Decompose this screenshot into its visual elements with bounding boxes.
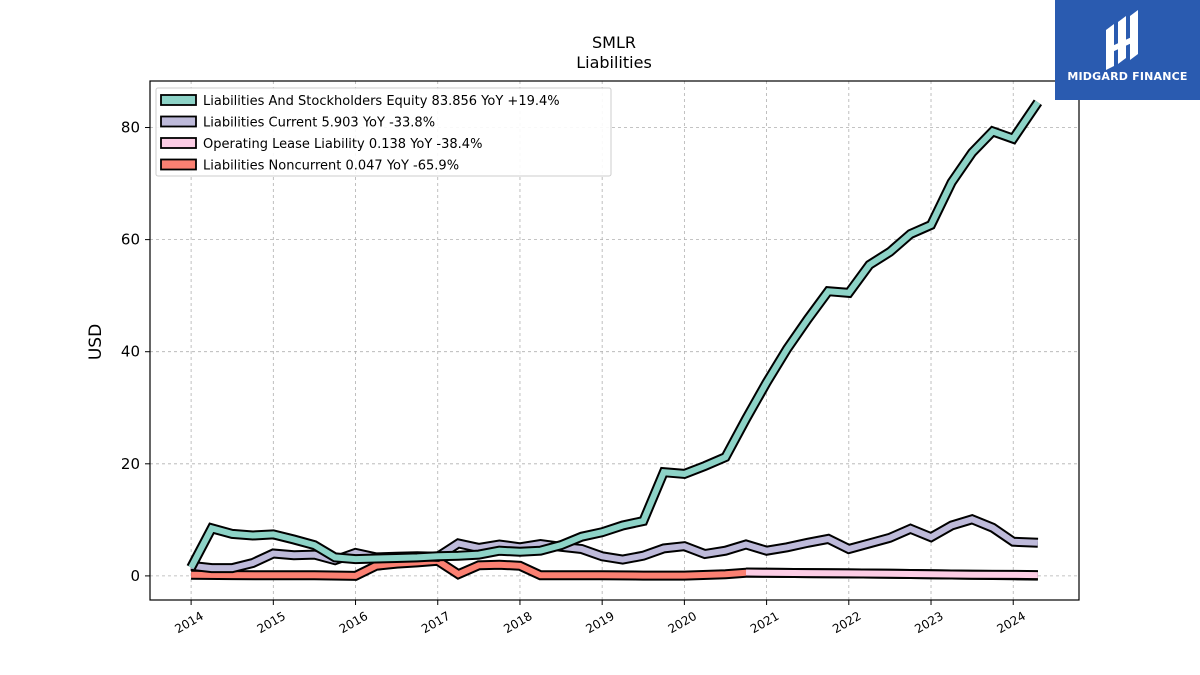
x-tick-label: 2021	[748, 609, 781, 636]
chart-subtitle: Liabilities	[576, 53, 652, 72]
legend-label: Operating Lease Liability 0.138 YoY -38.…	[203, 137, 482, 152]
legend: Liabilities And Stockholders Equity 83.8…	[155, 87, 612, 177]
legend-swatch	[160, 137, 197, 149]
logo-text: MIDGARD FINANCE	[1067, 70, 1188, 83]
y-tick-label: 0	[130, 567, 140, 585]
x-tick-label: 2022	[830, 609, 863, 636]
midgard-logo-icon	[1106, 10, 1138, 70]
series-liabilities-and-stockholders-equity	[186, 99, 1043, 570]
x-tick-label: 2018	[501, 609, 534, 636]
legend-swatch	[160, 115, 197, 128]
legend-swatch	[160, 94, 197, 106]
series-line	[188, 100, 1041, 569]
x-tick-label: 2016	[337, 609, 370, 636]
legend-label: Liabilities Current 5.903 YoY -33.8%	[203, 116, 435, 131]
y-tick-label: 20	[121, 455, 140, 473]
x-tick-label: 2023	[912, 609, 945, 636]
x-tick-label: 2014	[172, 609, 205, 636]
series-operating-lease-liability	[745, 567, 1038, 581]
y-tick-label: 80	[121, 119, 140, 137]
y-tick-label: 60	[121, 231, 140, 249]
x-tick-label: 2024	[995, 609, 1028, 636]
plot-area-frame	[149, 80, 1080, 601]
series-lines	[186, 99, 1043, 581]
series-line	[745, 569, 1038, 579]
legend-frame	[155, 87, 612, 177]
chart-title: SMLR	[592, 33, 636, 52]
y-axis-label: USD	[86, 324, 106, 360]
legend-label: Liabilities And Stockholders Equity 83.8…	[203, 94, 560, 109]
x-tick-label: 2020	[666, 609, 699, 636]
legend-swatch	[160, 158, 197, 171]
y-tick-label: 40	[121, 343, 140, 361]
legend-label: Liabilities Noncurrent 0.047 YoY -65.9%	[203, 159, 459, 174]
x-tick-label: 2015	[255, 609, 288, 636]
x-tick-label: 2019	[583, 609, 616, 636]
midgard-finance-logo: MIDGARD FINANCE	[1055, 0, 1200, 100]
x-tick-label: 2017	[419, 609, 452, 636]
